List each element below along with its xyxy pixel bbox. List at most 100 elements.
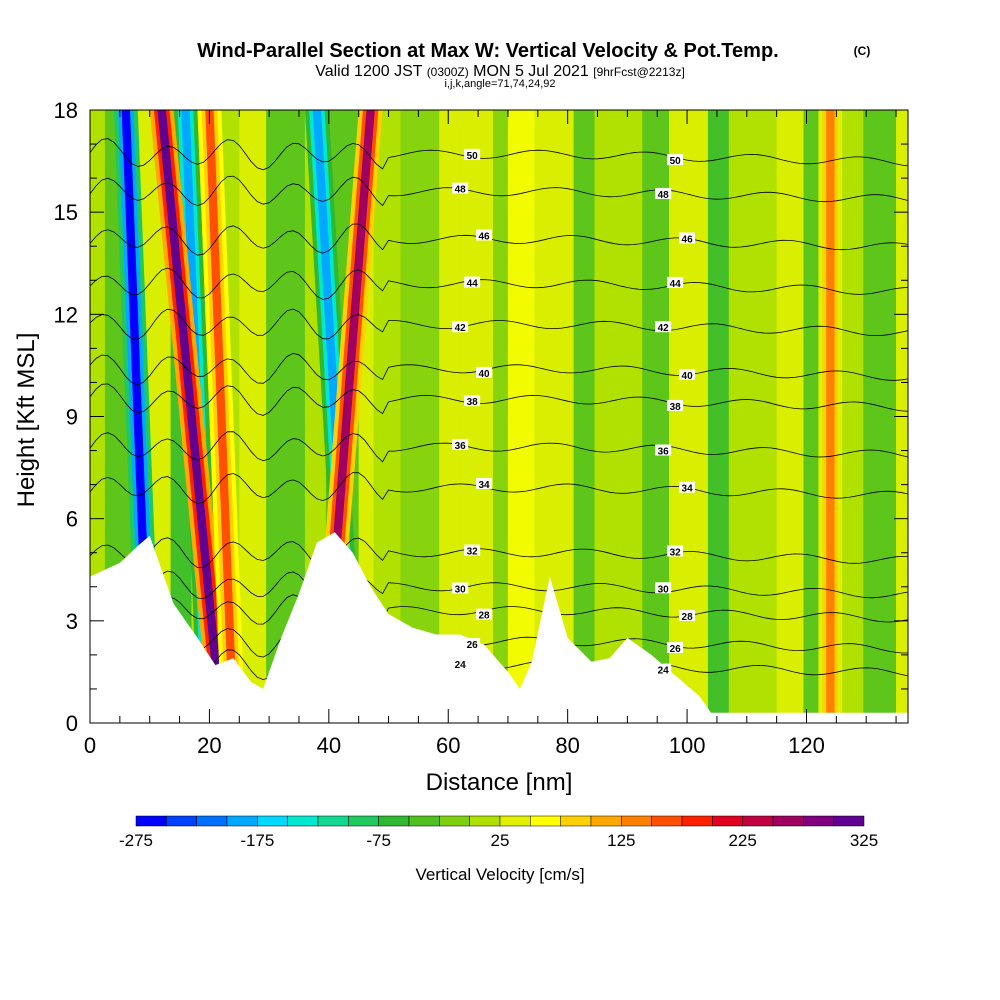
colorbar-swatch: [560, 815, 592, 827]
updraft-band: [205, 110, 238, 723]
colorbar-label: -275: [119, 831, 153, 850]
field-stripe: [642, 110, 670, 723]
y-tick-label: 15: [54, 200, 78, 225]
terrain-mask: [90, 532, 908, 723]
theta-contour: [90, 594, 908, 628]
colorbar-swatch: [530, 815, 561, 827]
theta-label: 50: [670, 156, 682, 167]
x-tick-label: 100: [669, 733, 706, 758]
colorbar-label: 125: [607, 831, 635, 850]
colorbar-swatch: [226, 815, 258, 827]
colorbar-swatch: [772, 815, 804, 827]
theta-label: 34: [479, 480, 491, 491]
colorbar-swatch: [378, 815, 410, 827]
updraft-band: [157, 110, 226, 723]
colorbar-swatch: [196, 815, 228, 827]
field-stripe: [493, 110, 508, 723]
theta-label-bg: [464, 637, 481, 649]
theta-label-bg: [476, 229, 493, 241]
colorbar-swatch: [621, 815, 652, 827]
colorbar-swatch: [712, 815, 743, 827]
theta-label-bg: [464, 395, 481, 407]
field-stripe: [863, 110, 897, 723]
colorbar-swatch: [469, 815, 501, 827]
theta-contour: [90, 570, 908, 603]
theta-contour: [90, 537, 908, 569]
theta-label: 38: [467, 397, 479, 408]
field-stripe: [239, 110, 267, 723]
theta-label-bg: [476, 477, 493, 489]
theta-label-bg: [452, 182, 469, 194]
theta-label: 26: [670, 644, 682, 655]
field-stripe: [460, 110, 494, 723]
colorbar-swatch: [439, 815, 470, 827]
y-axis-label: Height [Kft MSL]: [13, 333, 40, 508]
theta-contour: [90, 308, 908, 340]
colorbar-labels: -275 -175 -75 25 125 225 325: [119, 831, 878, 850]
theta-label: 36: [658, 447, 670, 458]
field-stripe: [842, 110, 864, 723]
colorbar-swatch: [681, 815, 713, 827]
theta-label-bg: [667, 642, 684, 654]
field-stripe: [507, 110, 535, 723]
theta-label: 28: [682, 612, 694, 623]
theta-label: 46: [479, 231, 491, 242]
theta-label-bg: [452, 438, 469, 450]
theta-label-bg: [655, 663, 672, 675]
theta-label: 26: [467, 640, 479, 651]
theta-label-bg: [679, 368, 696, 380]
y-tick-label: 9: [66, 405, 78, 430]
x-tick-label: 0: [84, 733, 96, 758]
y-tick-label: 18: [54, 98, 78, 123]
theta-contour: [90, 223, 908, 256]
colorbar-label: 25: [491, 831, 510, 850]
colorbar-swatch: [408, 815, 440, 827]
theta-contour: [90, 625, 908, 658]
theta-contour: [90, 267, 908, 300]
colorbar-swatch: [803, 815, 834, 827]
theta-label: 34: [682, 484, 694, 495]
x-tick-label: 20: [197, 733, 221, 758]
colorbar-label: -75: [366, 831, 391, 850]
theta-label-bg: [464, 148, 481, 160]
y-tick-label: 0: [66, 711, 78, 736]
theta-contour: [90, 138, 908, 171]
theta-label: 38: [670, 402, 682, 413]
updraft-band: [826, 110, 835, 723]
theta-label-bg: [464, 544, 481, 556]
theta-contour: [90, 383, 908, 416]
copyright-mark: (C): [854, 44, 871, 58]
theta-label: 30: [658, 584, 670, 595]
colorbar-swatch: [257, 815, 288, 827]
theta-label-bg: [679, 609, 696, 621]
theta-label-bg: [655, 444, 672, 456]
theta-label: 24: [455, 660, 467, 671]
x-axis-label: Distance [nm]: [426, 769, 573, 796]
theta-label: 36: [455, 441, 467, 452]
x-tick-label: 40: [317, 733, 341, 758]
colorbar-swatch: [651, 815, 683, 827]
colorbar-swatch: [348, 815, 379, 827]
theta-label-bg: [667, 276, 684, 288]
colorbar: [135, 815, 865, 827]
field-stripe: [627, 110, 643, 723]
colorbar-swatch: [742, 815, 774, 827]
colorbar-swatch: [287, 815, 319, 827]
theta-contour: [90, 175, 908, 207]
theta-label-bg: [464, 276, 481, 288]
field-stripe: [761, 110, 777, 723]
colorbar-swatch: [317, 815, 349, 827]
theta-label-bg: [655, 321, 672, 333]
theta-label: 32: [670, 548, 682, 559]
theta-label-bg: [452, 321, 469, 333]
y-tick-label: 6: [66, 507, 78, 532]
subtitle-valid: Valid 1200 JST: [315, 63, 423, 80]
colorbar-label: 225: [728, 831, 756, 850]
theta-label: 44: [467, 279, 479, 290]
theta-label: 42: [455, 323, 467, 334]
colorbar-title: Vertical Velocity [cm/s]: [415, 865, 584, 884]
y-tick-label: 3: [66, 609, 78, 634]
theta-contour: [90, 352, 908, 386]
